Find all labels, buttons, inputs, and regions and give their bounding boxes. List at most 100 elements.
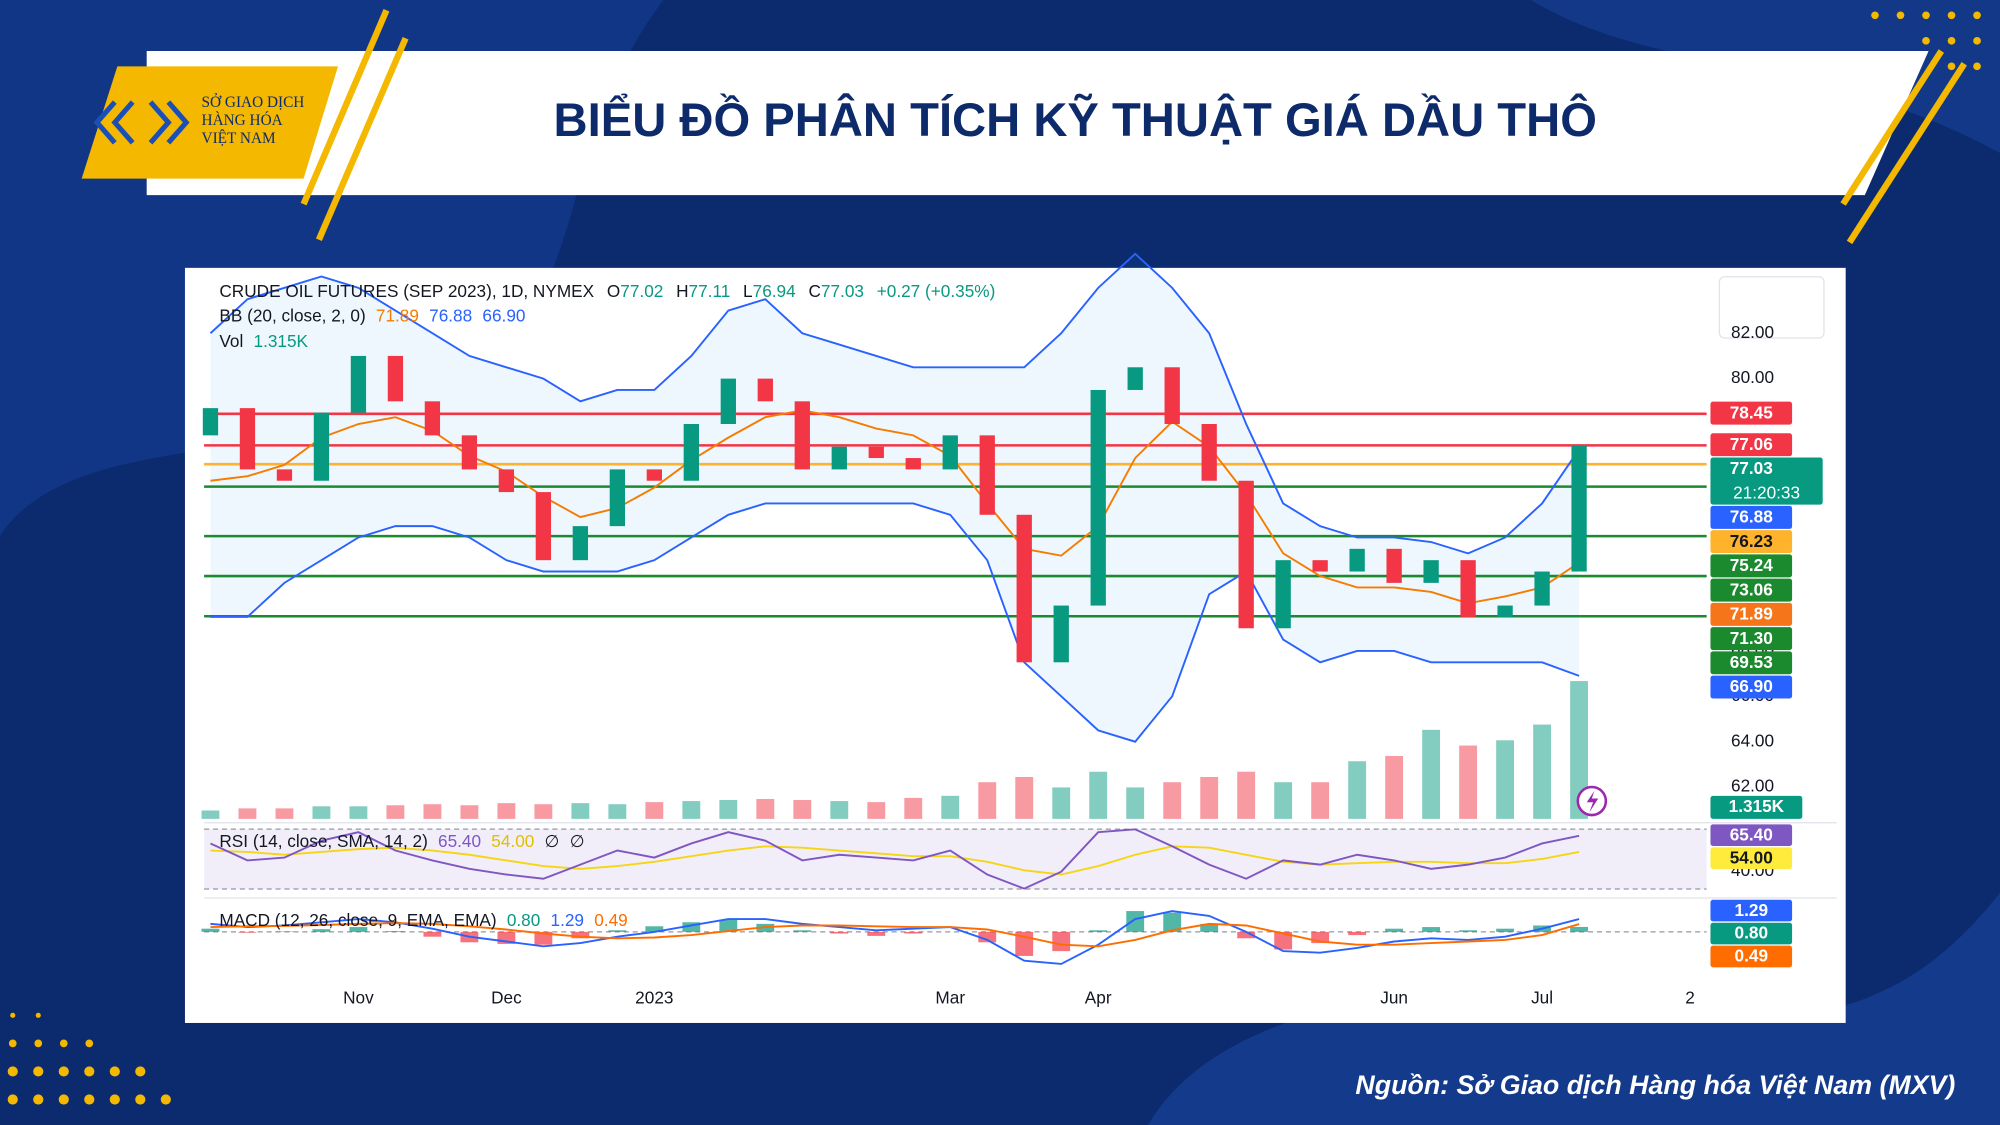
source-note: Nguồn: Sở Giao dịch Hàng hóa Việt Nam (M… bbox=[1355, 1070, 1955, 1100]
price-tag bbox=[1710, 675, 1793, 699]
macd-histogram bbox=[830, 931, 849, 934]
candle bbox=[239, 408, 256, 470]
volume-bar bbox=[497, 803, 516, 819]
title-banner bbox=[146, 51, 1929, 196]
price-tag-label: 65.40 bbox=[1730, 824, 1773, 844]
bb-upper bbox=[209, 252, 1580, 555]
price-tag bbox=[1710, 401, 1793, 425]
logo-text: SỞ GIAO DỊCH bbox=[202, 94, 305, 111]
price-tag-label: 66.90 bbox=[1730, 676, 1773, 696]
volume-tag-label: 1.315K bbox=[1729, 796, 1785, 816]
candle bbox=[1053, 605, 1069, 663]
macd-histogram bbox=[1052, 931, 1071, 952]
legend-text: 77.03 bbox=[821, 281, 864, 301]
candle bbox=[1164, 367, 1180, 425]
macd-histogram bbox=[1348, 931, 1367, 936]
candle bbox=[498, 469, 515, 493]
macd-histogram bbox=[904, 931, 923, 934]
legend-text: +0.27 (+0.35%) bbox=[877, 281, 996, 301]
macd-histogram bbox=[386, 931, 405, 932]
legend-text: ∅ bbox=[545, 830, 560, 850]
candle bbox=[1423, 560, 1439, 583]
legend-text: 77.11 bbox=[689, 281, 731, 301]
price-tag-label: 76.88 bbox=[1730, 507, 1773, 527]
volume-bar bbox=[423, 804, 442, 819]
bb-fill bbox=[210, 253, 1580, 742]
macd-histogram bbox=[645, 926, 664, 932]
volume-bar bbox=[793, 800, 812, 819]
candle bbox=[1386, 548, 1402, 583]
volume-bar bbox=[756, 798, 775, 819]
macd-histogram bbox=[1200, 923, 1219, 932]
legend-text: ∅ bbox=[570, 830, 585, 850]
x-tick-label: Jul bbox=[1531, 987, 1553, 1007]
rsi-line bbox=[210, 828, 1580, 890]
volume-bar bbox=[682, 801, 701, 819]
price-tag bbox=[1710, 554, 1793, 578]
volume-bar bbox=[312, 806, 331, 819]
volume-bar bbox=[645, 802, 664, 819]
candle bbox=[572, 526, 589, 561]
y-tick-label: 62.00 bbox=[1731, 776, 1774, 796]
legend-text: 0.49 bbox=[594, 909, 627, 929]
volume-bar bbox=[830, 801, 849, 819]
legend-text: CRUDE OIL FUTURES (SEP 2023), 1D, NYMEX bbox=[219, 281, 594, 301]
candle bbox=[720, 378, 736, 425]
volume-bar bbox=[1348, 761, 1367, 819]
price-tag bbox=[1710, 651, 1793, 675]
plot: 82.0080.0068.0066.0064.0062.0040.00NovDe… bbox=[201, 252, 1837, 1007]
overlay-box bbox=[1718, 276, 1825, 339]
candle bbox=[794, 401, 810, 470]
candle bbox=[905, 458, 921, 470]
volume-bar bbox=[275, 808, 294, 819]
volume-bar bbox=[460, 805, 479, 819]
price-tag-label: 54.00 bbox=[1730, 847, 1773, 867]
macd-histogram bbox=[423, 931, 442, 937]
y-tick-label: 80.00 bbox=[1731, 367, 1774, 387]
legend-line: RSI (14, close, SMA, 14, 2) 65.40 54.00 ∅ ∅ bbox=[219, 830, 584, 850]
price-tag-time: 21:20:33 bbox=[1733, 482, 1800, 502]
dot-pattern bbox=[7, 11, 1981, 1105]
price-tag-label: 69.53 bbox=[1730, 652, 1773, 672]
price-tag-label: 78.45 bbox=[1730, 402, 1773, 422]
y-tick-label: 64.00 bbox=[1731, 730, 1774, 750]
volume-bar bbox=[1089, 771, 1108, 819]
volume-bar bbox=[941, 795, 960, 819]
price-tag bbox=[1710, 824, 1793, 847]
legend-text: 1.29 bbox=[551, 909, 584, 929]
price-tag-label: 77.06 bbox=[1730, 434, 1773, 454]
volume-bar bbox=[1200, 776, 1219, 819]
legend-text: H bbox=[676, 281, 688, 301]
candle bbox=[535, 492, 552, 561]
macd-histogram bbox=[608, 930, 627, 932]
legend-text: RSI (14, close, SMA, 14, 2) bbox=[219, 830, 427, 850]
x-tick-label: Jun bbox=[1380, 987, 1408, 1007]
x-tick-label: 2 bbox=[1685, 987, 1695, 1007]
accent-stripes bbox=[300, 8, 1967, 245]
macd-histogram bbox=[682, 922, 701, 932]
macd-line bbox=[210, 910, 1580, 965]
legend-text: MACD (12, 26, close, 9, EMA, EMA) bbox=[219, 909, 496, 929]
legend-text: 66.90 bbox=[482, 305, 525, 325]
macd-histogram bbox=[793, 930, 812, 932]
price-tag-label: 1.29 bbox=[1735, 900, 1768, 920]
candle bbox=[1571, 446, 1587, 572]
candle bbox=[276, 469, 293, 481]
macd-histogram bbox=[1163, 912, 1182, 932]
candle bbox=[683, 424, 699, 481]
candle bbox=[831, 446, 847, 470]
legend-text: 76.88 bbox=[429, 305, 472, 325]
macd-histogram bbox=[1126, 911, 1145, 932]
price-tag bbox=[1710, 505, 1793, 529]
logo-mark bbox=[93, 100, 190, 145]
logo-text: VIỆT NAM bbox=[202, 130, 276, 147]
volume-bar bbox=[978, 782, 997, 819]
volume-bar bbox=[904, 797, 923, 819]
legend-text: C bbox=[808, 281, 820, 301]
legend-text: 77.02 bbox=[620, 281, 663, 301]
candle bbox=[424, 401, 441, 436]
logo-plate bbox=[81, 66, 339, 179]
x-tick-label: Apr bbox=[1085, 987, 1112, 1007]
volume-bar bbox=[1570, 681, 1589, 819]
